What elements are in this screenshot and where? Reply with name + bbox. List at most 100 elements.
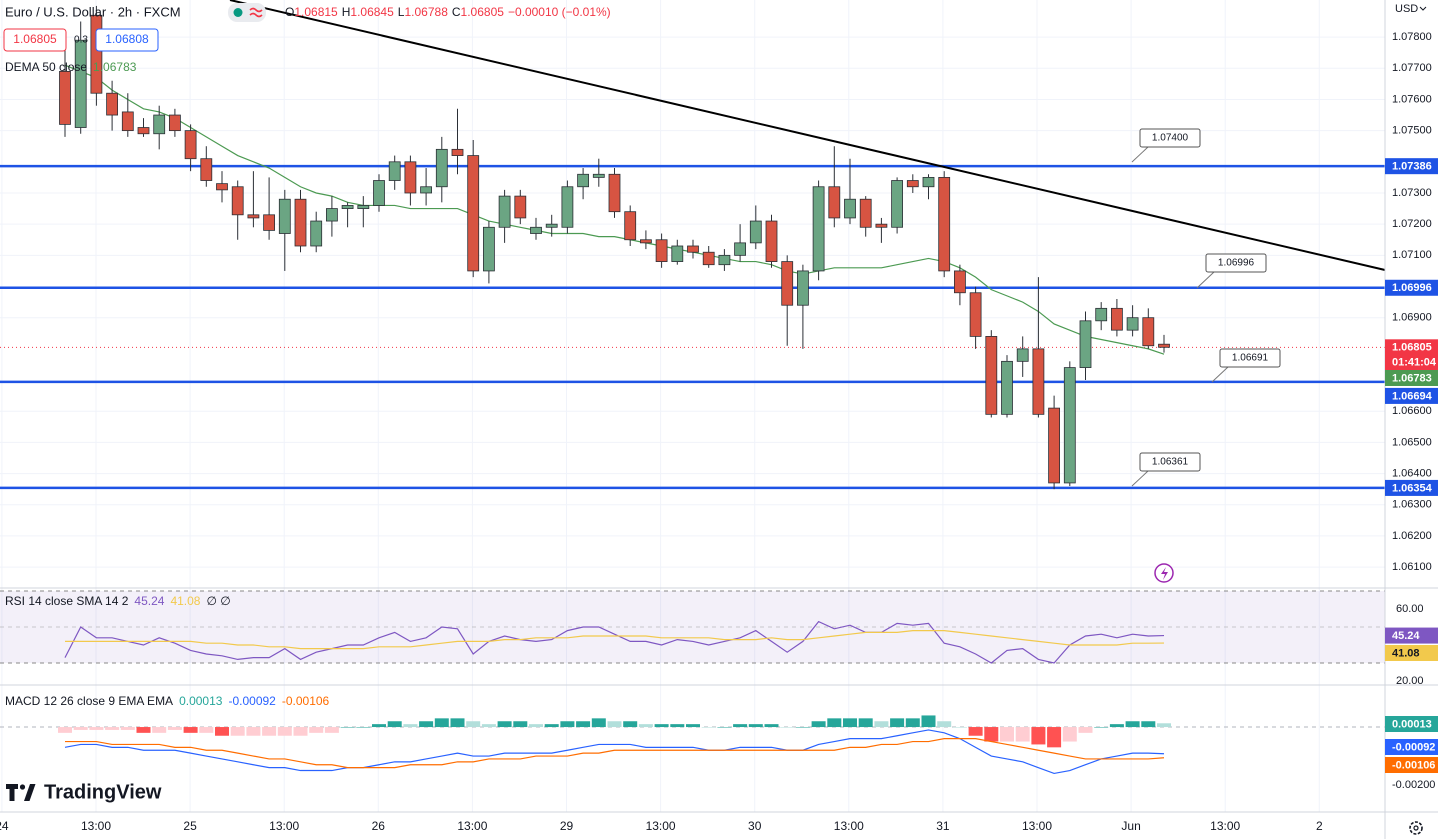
macd-histogram-bar: [466, 721, 481, 728]
macd-histogram-bar: [324, 727, 339, 733]
macd-histogram-bar: [890, 718, 905, 728]
candle-body: [655, 239, 668, 262]
legend-value: ∅ ∅: [206, 594, 230, 608]
candle-body: [294, 198, 307, 247]
candle-body: [467, 155, 480, 272]
rsi-value-label-bg: [1385, 627, 1438, 644]
legend-value: 1.06805: [461, 5, 505, 19]
y-tick-label: 60.00: [1396, 603, 1424, 615]
candle-body: [247, 214, 260, 219]
macd-histogram-bar: [905, 718, 920, 728]
candle-body: [828, 186, 841, 219]
logo-t: [6, 784, 18, 801]
macd-histogram-bar: [58, 727, 72, 733]
legend-value: 1.06788: [404, 5, 448, 19]
macd-value-label: -0.00106: [1392, 759, 1435, 771]
macd-histogram-bar: [1109, 724, 1124, 728]
macd-value-label-bg: [1385, 757, 1438, 773]
rsi-line: [64, 620, 1165, 664]
macd-histogram-bar: [607, 721, 622, 728]
candle-body: [137, 127, 150, 135]
legend-value: 1.06845: [350, 5, 394, 19]
candle-body: [702, 251, 715, 266]
candle-body: [624, 211, 637, 241]
candle-body: [1095, 307, 1108, 322]
callout-label: 1.07400: [1152, 133, 1189, 144]
macd-histogram-bar: [937, 721, 952, 728]
legend-value: -0.00106: [282, 694, 330, 708]
macd-histogram-bar: [952, 727, 967, 728]
settings-icon-center: [1413, 825, 1419, 831]
macd-histogram-bar: [686, 724, 700, 728]
sell-box[interactable]: [3, 28, 67, 52]
candle-body: [938, 176, 951, 272]
candle-body: [608, 173, 621, 213]
dema-label-bg: [1385, 370, 1438, 386]
macd-histogram-bar: [230, 727, 245, 736]
callout-label: 1.06691: [1232, 353, 1269, 364]
macd-histogram-bar: [544, 724, 559, 728]
x-tick-label: 13:00: [269, 819, 299, 833]
macd-histogram-bar: [372, 724, 386, 728]
candle-body: [922, 176, 935, 188]
candle-body: [765, 220, 778, 262]
legend-value: 0.00013: [179, 694, 223, 708]
macd-histogram-bar: [748, 724, 763, 728]
y-tick-label: 1.06200: [1392, 530, 1432, 542]
candle-body: [216, 183, 228, 191]
candle-body: [1126, 317, 1139, 331]
currency: USD: [1395, 3, 1418, 15]
candle-body: [514, 195, 527, 219]
candle-body: [530, 226, 542, 234]
candle-body: [671, 245, 684, 262]
macd-histogram-bar: [1078, 727, 1093, 733]
dema-label: 1.06783: [1392, 372, 1432, 384]
candle-body: [1142, 317, 1155, 347]
buy-box[interactable]: [95, 28, 159, 52]
macd-histogram-bar: [921, 715, 936, 728]
macd-histogram-bar: [811, 721, 826, 728]
candle-body: [1001, 360, 1013, 415]
callout-box: [1139, 452, 1201, 472]
x-tick-label: 13:00: [1210, 819, 1240, 833]
candle-body: [357, 205, 370, 209]
x-tick-label: Jun: [1121, 819, 1140, 833]
plot: [0, 5, 1385, 775]
candle-body: [498, 195, 511, 228]
callout-label: 1.06996: [1218, 258, 1255, 269]
level-label: 1.06354: [1392, 482, 1433, 494]
settings-icon[interactable]: [1409, 821, 1423, 835]
y-tick-label: 1.07500: [1392, 125, 1432, 137]
y-tick-label: 1.07300: [1392, 187, 1432, 199]
macd-histogram-bar: [73, 727, 88, 730]
macd-histogram-bar: [623, 721, 638, 728]
macd-histogram-bar: [1031, 727, 1046, 745]
candle-body: [1111, 307, 1123, 331]
rsi-title: RSI 14 close SMA 14 2: [5, 594, 129, 608]
candle-body: [231, 186, 244, 216]
level-label: 1.07386: [1392, 161, 1432, 173]
candle-body: [781, 261, 794, 306]
macd-histogram-bar: [733, 724, 748, 728]
currency-caret: [1419, 6, 1427, 11]
macd-histogram-bar: [497, 721, 512, 728]
macd-histogram-bar: [591, 718, 606, 728]
macd-histogram-bar: [277, 727, 292, 736]
logo-dot: [19, 784, 26, 790]
y-tick-label: 1.06600: [1392, 405, 1432, 417]
last-price-label-bg: [1385, 339, 1438, 356]
y-tick-label: 1.07100: [1392, 249, 1432, 261]
candle-body: [561, 186, 574, 228]
candle-body: [373, 180, 385, 206]
macd-histogram-bar: [701, 727, 716, 728]
macd-histogram-bar: [576, 721, 591, 728]
macd-histogram-bar: [764, 724, 779, 728]
macd-histogram-bar: [120, 727, 135, 730]
macd-histogram-bar: [419, 721, 434, 728]
macd-histogram-bar: [717, 727, 732, 728]
macd-histogram-bar: [795, 727, 810, 728]
spread: 0.3: [74, 35, 88, 46]
symbol-title: Euro / U.S. Dollar · 2h · FXCM: [5, 4, 181, 19]
macd-histogram-bar: [105, 727, 120, 730]
candle-body: [859, 198, 872, 228]
